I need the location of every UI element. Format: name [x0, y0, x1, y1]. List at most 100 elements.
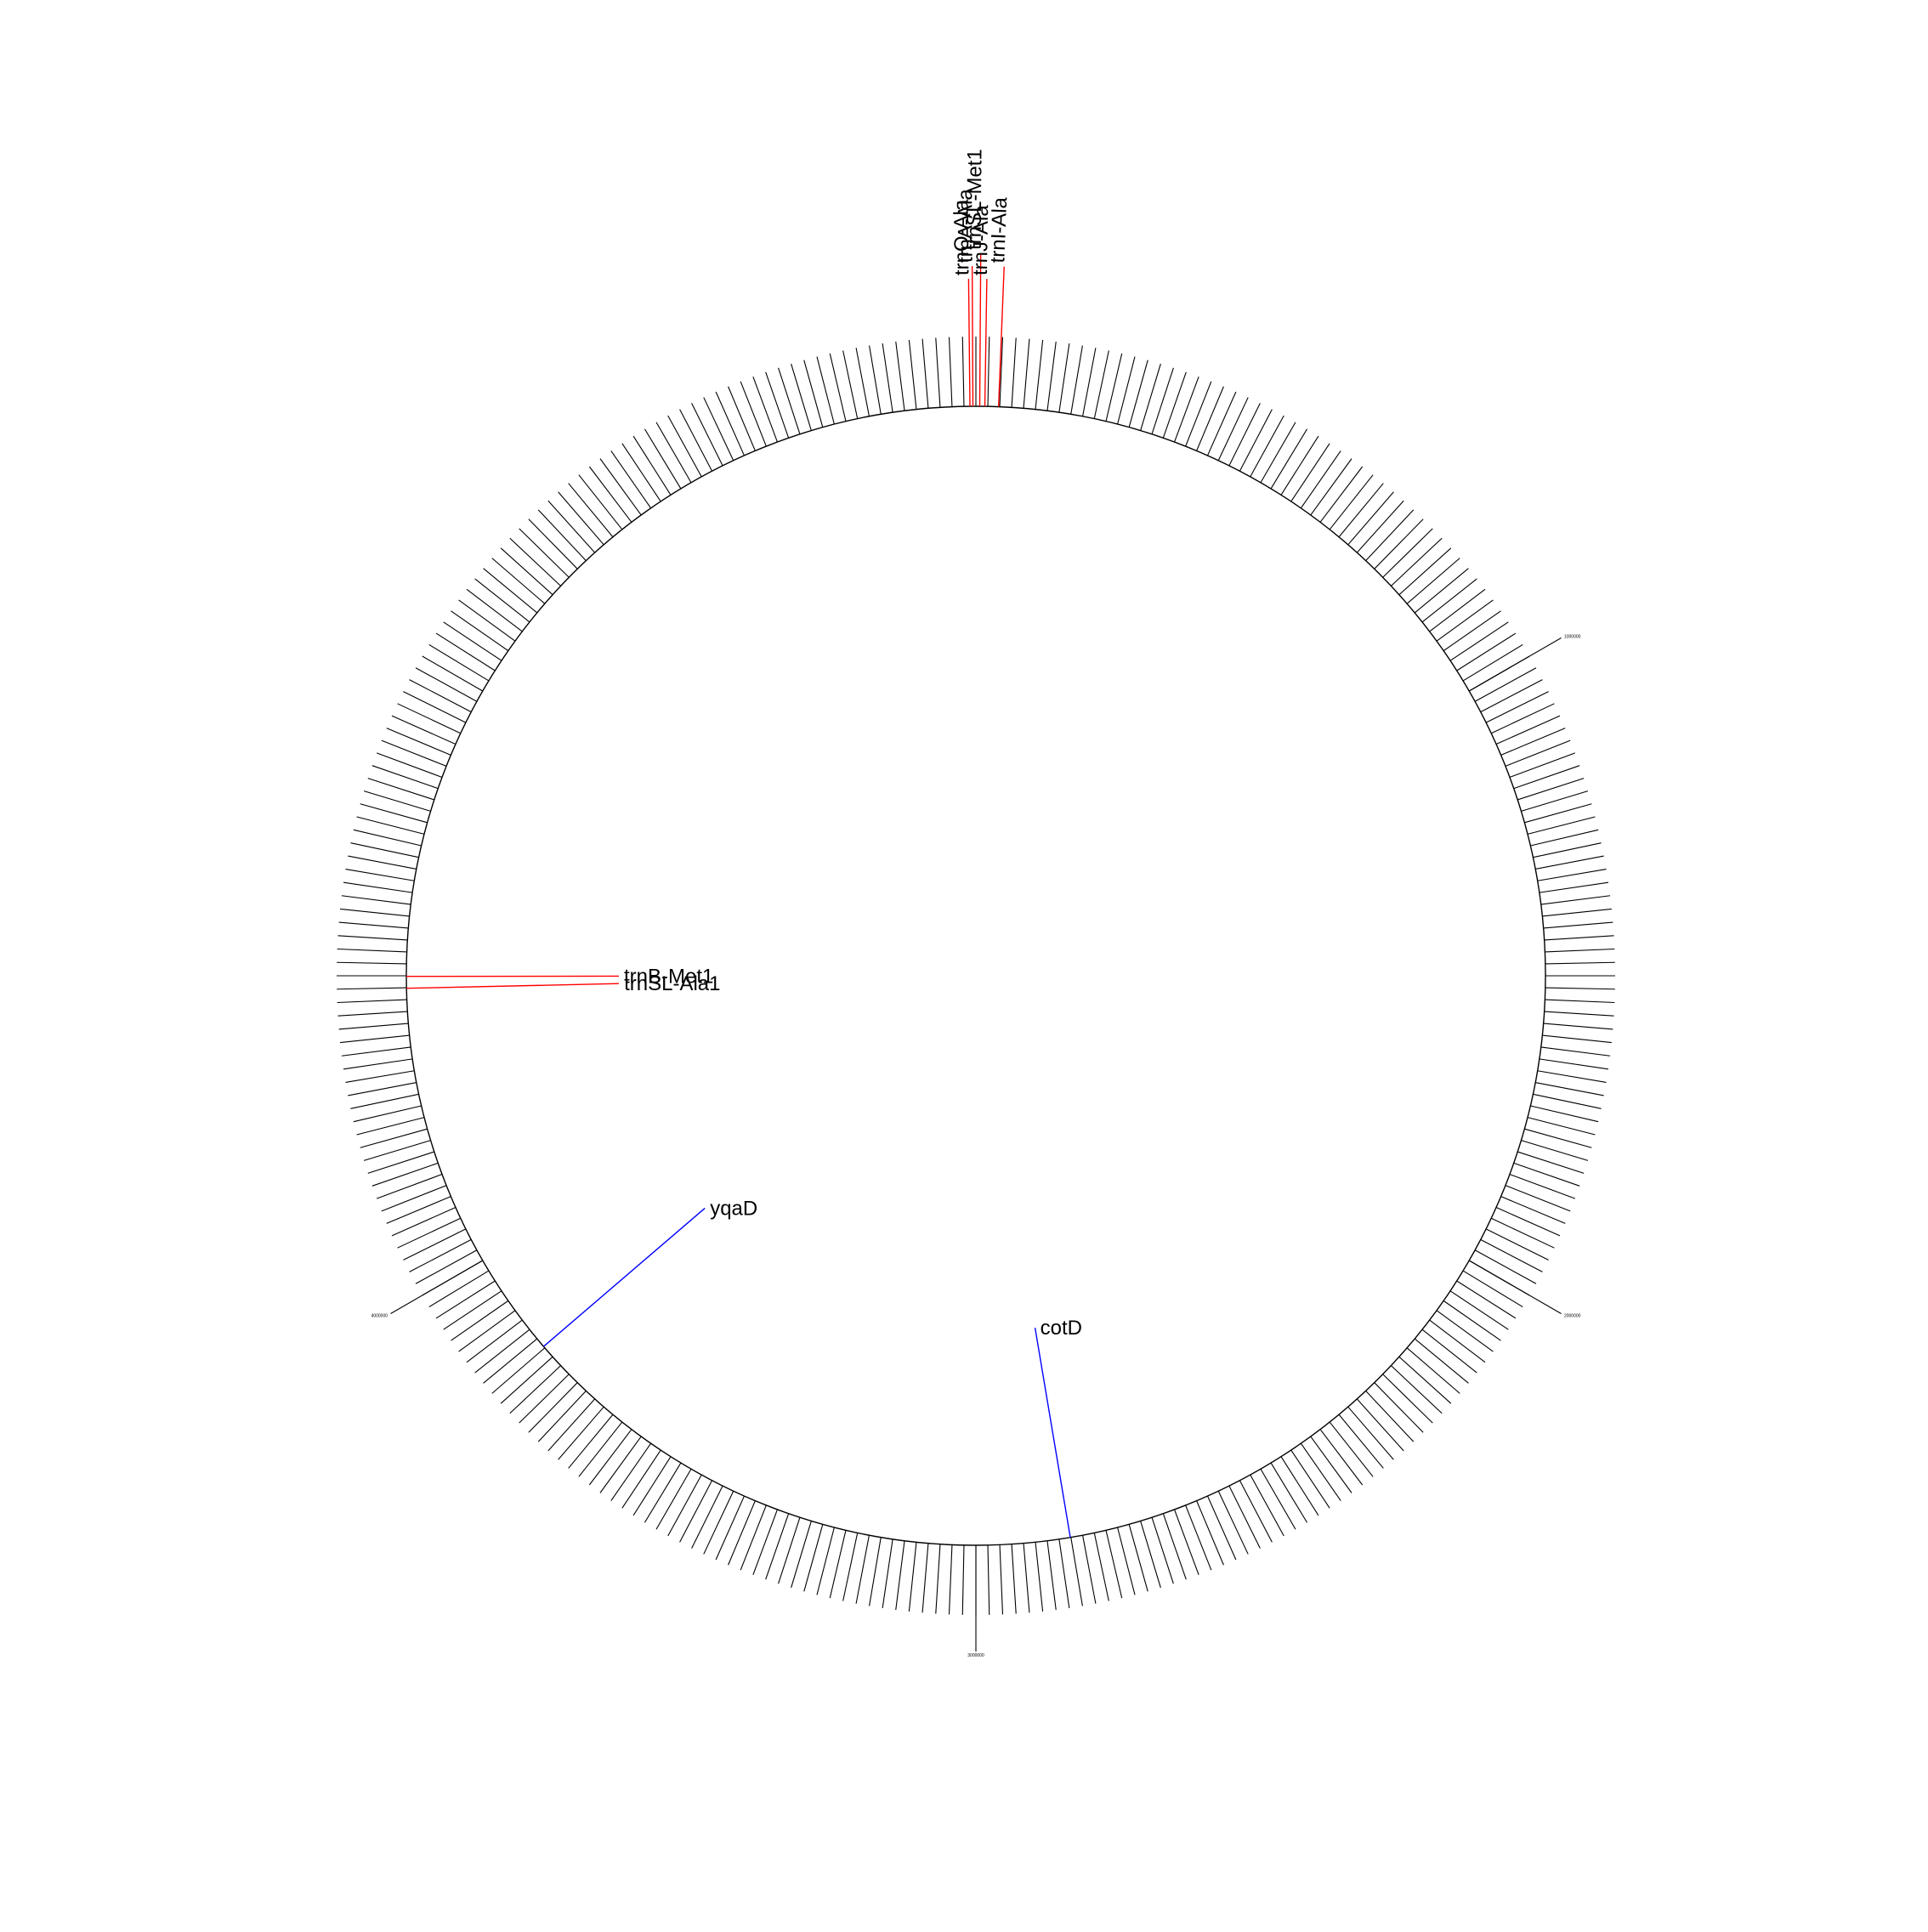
ring-tick: [716, 1496, 744, 1560]
ring-tick: [1291, 1450, 1330, 1508]
feature-line: [406, 983, 619, 988]
ring-tick: [1514, 766, 1579, 789]
feature-line: [985, 279, 987, 406]
ring-tick: [1535, 856, 1604, 869]
ring-tick: [337, 962, 406, 964]
ring-tick: [950, 337, 952, 407]
ring-tick: [436, 1281, 495, 1318]
ring-tick: [729, 387, 756, 451]
ring-tick: [909, 1542, 916, 1612]
ring-tick: [843, 1533, 858, 1601]
ring-tick: [1024, 339, 1029, 409]
ring-tick: [909, 340, 916, 410]
ring-tick: [467, 589, 522, 632]
ring-tick: [622, 444, 661, 501]
ring-tick: [1271, 429, 1307, 489]
ring-tick: [1250, 1475, 1284, 1536]
ring-tick: [740, 382, 766, 446]
ring-tick: [382, 1186, 446, 1211]
ring-tick: [382, 740, 446, 766]
ring-tick: [339, 922, 409, 928]
ring-tick: [1443, 611, 1500, 651]
ring-tick: [1012, 1544, 1016, 1614]
ring-tick: [346, 1071, 415, 1083]
ring-tick: [1544, 1023, 1613, 1029]
ring-tick: [1481, 1239, 1543, 1272]
ring-tick: [1320, 1430, 1363, 1485]
ring-tick: [633, 1457, 671, 1516]
ring-tick: [716, 392, 744, 456]
ring-tick: [337, 1000, 407, 1002]
ring-tick: [1457, 1281, 1516, 1318]
ring-tick: [644, 1463, 680, 1522]
ring-tick: [343, 1059, 412, 1069]
ring-tick: [1186, 382, 1211, 446]
ring-tick: [1545, 1011, 1614, 1016]
ring-tick: [1506, 1186, 1570, 1211]
ring-tick: [1218, 1491, 1248, 1554]
ring-tick: [622, 1450, 661, 1508]
ring-tick: [340, 1035, 410, 1043]
ring-tick: [1271, 1463, 1307, 1522]
ring-tick: [1000, 1544, 1002, 1614]
ring-tick: [1106, 354, 1122, 422]
ring-tick: [656, 422, 691, 483]
ring-tick: [1152, 368, 1173, 434]
ring-tick: [337, 949, 407, 952]
ring-tick: [1541, 1047, 1610, 1056]
ring-tick: [1311, 1436, 1352, 1493]
feature-label: trnI-Ala: [986, 196, 1012, 263]
ring-tick: [1437, 600, 1493, 641]
ring-tick: [1544, 922, 1613, 928]
ring-tick: [1430, 589, 1485, 632]
ring-tick: [1475, 668, 1536, 702]
ring-tick: [429, 1271, 489, 1306]
ring-tick: [1281, 436, 1318, 495]
feature-label: yqaD: [710, 1197, 757, 1220]
ring-tick: [392, 1208, 456, 1236]
ring-tick: [1491, 704, 1554, 734]
ring-tick: [1533, 843, 1601, 858]
feature-line: [543, 1208, 705, 1346]
ring-tick: [1059, 343, 1069, 412]
ring-tick: [729, 1501, 756, 1566]
ring-tick: [988, 337, 990, 406]
ring-tick: [339, 1023, 409, 1029]
ring-tick: [459, 1311, 515, 1351]
ring-tick: [1437, 1311, 1493, 1351]
ring-tick: [1545, 988, 1615, 989]
ring-tick: [600, 1436, 641, 1493]
ring-tick: [1175, 1510, 1199, 1575]
ring-tick: [392, 716, 456, 744]
ring-tick: [896, 342, 904, 411]
ring-tick: [1486, 692, 1548, 722]
ring-tick: [1071, 346, 1083, 415]
ring-tick: [337, 1011, 407, 1016]
scale-tick: [1469, 638, 1561, 692]
ring-tick: [856, 1535, 869, 1604]
ring-tick: [1501, 728, 1566, 756]
ring-tick: [704, 1491, 734, 1554]
feature-label: trnB-Met1: [624, 965, 713, 988]
ring-tick: [1545, 949, 1614, 952]
ring-tick: [692, 1486, 723, 1548]
ring-tick: [1094, 1533, 1109, 1601]
ring-tick: [950, 1544, 952, 1614]
ring-tick: [922, 339, 928, 409]
ring-tick: [656, 1469, 691, 1529]
ring-tick: [348, 856, 417, 869]
ring-tick: [348, 1083, 417, 1096]
ring-tick: [444, 1291, 502, 1329]
ring-tick: [1542, 909, 1612, 916]
ring-tick: [1197, 387, 1224, 451]
ring-tick: [936, 1544, 940, 1614]
ring-tick: [451, 1300, 508, 1340]
ring-tick: [1012, 337, 1016, 407]
ring-tick: [1320, 467, 1363, 522]
ring-tick: [1545, 1000, 1614, 1002]
ring-tick: [1071, 1538, 1083, 1606]
ring-tick: [611, 1443, 651, 1500]
ring-tick: [1463, 1271, 1523, 1306]
